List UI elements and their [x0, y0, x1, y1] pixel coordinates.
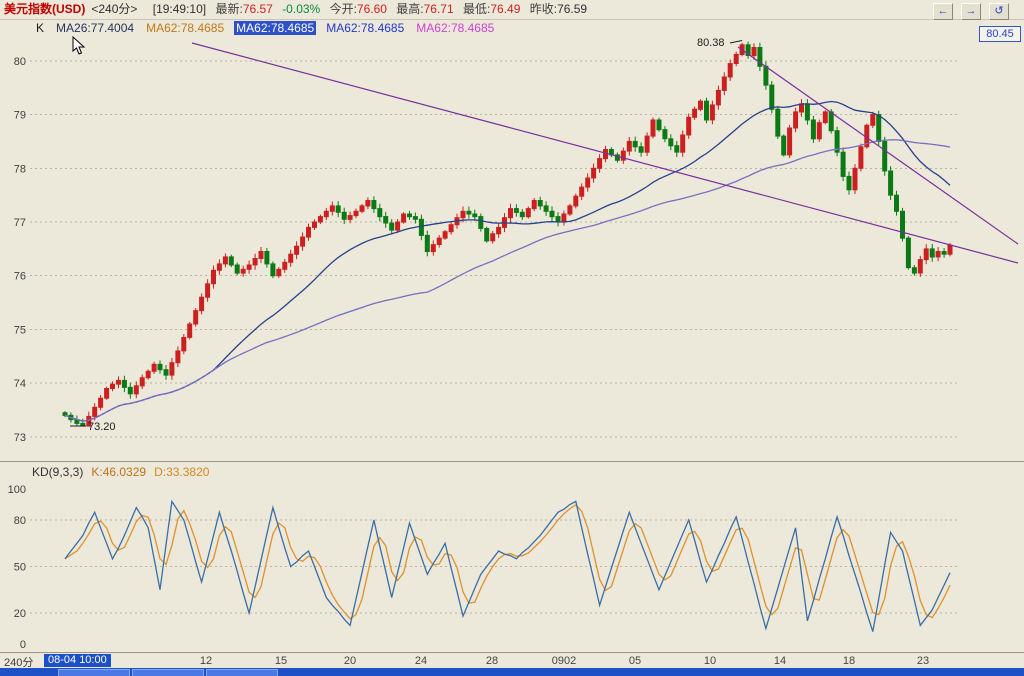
open-value: 76.60 — [356, 2, 387, 16]
indicator-label: MA62:78.4685 — [416, 21, 495, 35]
prev-close-label: 昨收: — [529, 2, 558, 16]
svg-text:80: 80 — [14, 515, 26, 527]
last-value: 76.57 — [242, 2, 273, 16]
svg-text:73.20: 73.20 — [88, 421, 116, 433]
change-percent: -0.03% — [282, 2, 321, 16]
indicator-label: MA62:78.4685 — [234, 21, 317, 35]
nav-button-group: ← → ↺ — [931, 1, 1015, 20]
taskbar[interactable] — [0, 668, 1024, 676]
selected-timestamp-box: 08-04 10:00 — [44, 654, 111, 667]
indicator-label: MA26:77.4004 — [56, 21, 135, 35]
time-tick-label: 15 — [274, 655, 288, 667]
svg-text:80.38: 80.38 — [697, 37, 725, 49]
svg-text:20: 20 — [14, 608, 26, 620]
time-tick-label: 24 — [414, 655, 428, 667]
svg-text:100: 100 — [8, 484, 26, 496]
svg-text:73: 73 — [14, 432, 26, 444]
time-tick-label: 20 — [343, 655, 357, 667]
high-value: 76.71 — [423, 2, 454, 16]
svg-text:74: 74 — [14, 378, 26, 390]
quote-time: [19:49:10] — [152, 2, 207, 16]
mouse-cursor — [72, 36, 86, 55]
low-value: 76.49 — [490, 2, 521, 16]
low-label: 最低: — [463, 2, 491, 16]
indicator-label-row: K MA26:77.4004 MA62:78.4685 MA62:78.4685 MA6… — [34, 21, 504, 36]
time-tick-label: 10 — [703, 655, 717, 667]
symbol-name: 美元指数(USD) — [4, 2, 86, 16]
time-tick-label: 28 — [485, 655, 499, 667]
svg-text:80: 80 — [14, 56, 26, 68]
svg-text:79: 79 — [14, 110, 26, 122]
time-tick-label: 0902 — [551, 655, 577, 667]
quote-bar: 美元指数(USD) <240分> [19:49:10] 最新:76.57 -0.0… — [0, 0, 1024, 20]
time-axis-period: 240分 — [4, 657, 34, 669]
svg-text:0: 0 — [20, 639, 26, 651]
main-chart-canvas[interactable]: 80 79 78 77 76 75 74 73 80.38 73.20 — [0, 19, 1024, 461]
time-axis: 240分 08-04 10:00 12 15 20 24 28 0902 05 10 14 18 2… — [0, 652, 1024, 669]
kd-title: KD(9,3,3) — [32, 465, 84, 479]
svg-text:76: 76 — [14, 271, 26, 283]
kd-d-value: D:33.3820 — [154, 465, 210, 479]
forward-button[interactable]: → — [961, 3, 981, 20]
last-label: 最新: — [215, 2, 243, 16]
back-button[interactable]: ← — [933, 3, 953, 20]
svg-text:50: 50 — [14, 562, 26, 574]
taskbar-button[interactable] — [206, 669, 278, 676]
undo-button[interactable]: ↺ — [989, 3, 1009, 20]
svg-text:75: 75 — [14, 324, 26, 336]
time-tick-label: 23 — [916, 655, 930, 667]
high-label: 最高: — [396, 2, 424, 16]
indicator-label: K — [36, 21, 45, 35]
period-label: <240分> — [91, 2, 138, 16]
prev-close-value: 76.59 — [557, 2, 588, 16]
time-tick-label: 18 — [842, 655, 856, 667]
main-chart-panel: 80 79 78 77 76 75 74 73 80.38 73.20 K MA26:77.4004… — [0, 19, 1024, 461]
kd-chart-canvas[interactable]: 100 80 50 20 0 — [0, 462, 1024, 653]
scale-max-box: 80.45 — [979, 26, 1021, 42]
open-label: 今开: — [329, 2, 357, 16]
svg-text:77: 77 — [14, 217, 26, 229]
time-tick-label: 12 — [199, 655, 213, 667]
indicator-label: MA62:78.4685 — [326, 21, 405, 35]
svg-text:78: 78 — [14, 163, 26, 175]
taskbar-button[interactable] — [132, 669, 204, 676]
kd-k-value: K:46.0329 — [91, 465, 147, 479]
time-tick-label: 14 — [773, 655, 787, 667]
time-tick-label: 05 — [628, 655, 642, 667]
kd-label-row: KD(9,3,3) K:46.0329 D:33.3820 — [32, 465, 217, 479]
taskbar-button[interactable] — [58, 669, 130, 676]
kd-indicator-panel: 100 80 50 20 0 KD(9,3,3) K:46.0329 D:33.3820 — [0, 461, 1024, 653]
indicator-label: MA62:78.4685 — [146, 21, 225, 35]
